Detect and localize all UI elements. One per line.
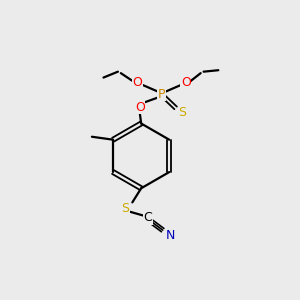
- Text: O: O: [135, 100, 145, 113]
- Text: O: O: [181, 76, 191, 89]
- Text: N: N: [165, 230, 175, 242]
- Text: S: S: [122, 202, 130, 215]
- Text: C: C: [144, 211, 152, 224]
- Text: P: P: [158, 88, 166, 100]
- Text: S: S: [178, 106, 186, 119]
- Text: O: O: [133, 76, 142, 89]
